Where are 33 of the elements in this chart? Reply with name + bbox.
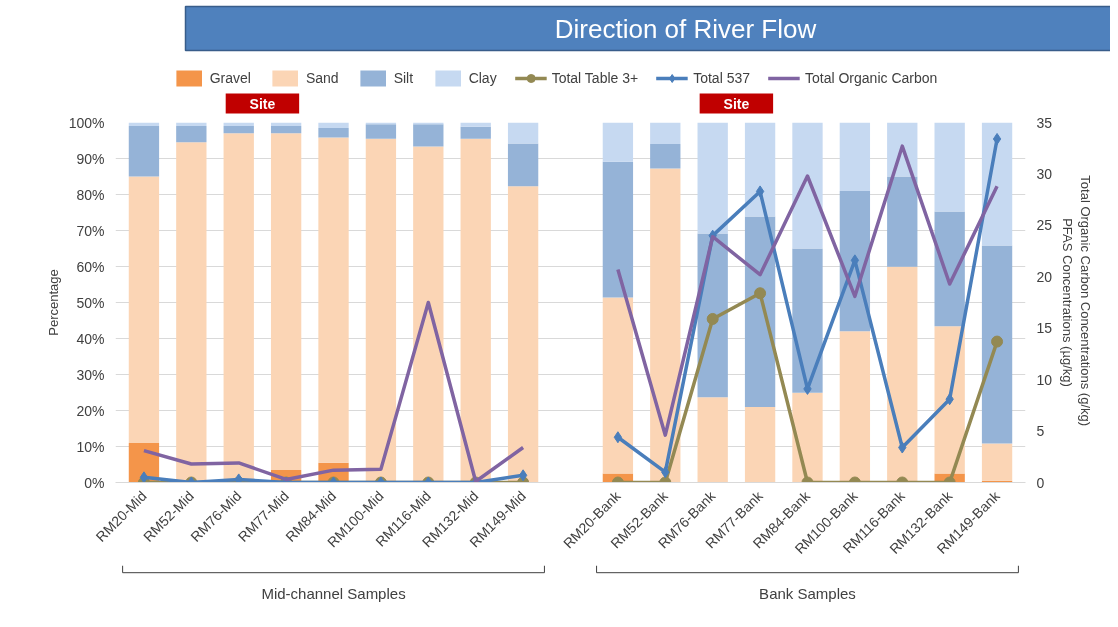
legend-label: Total Table 3+ — [551, 70, 639, 86]
text: Direction of River Flow — [554, 13, 817, 44]
y-tick-label: 10% — [76, 438, 105, 455]
legend-label: Total 537 — [693, 70, 751, 86]
y2-tick-label: 15 — [1036, 320, 1053, 337]
y-tick-label: 30% — [76, 366, 105, 383]
y-tick-label: 100% — [68, 114, 105, 131]
y-axis-title: Percentage — [45, 269, 61, 336]
text: Site — [723, 95, 750, 112]
legend-label: Total Organic Carbon — [805, 70, 938, 86]
text: Mid-channel Samples — [261, 585, 406, 602]
y2-tick-label: 30 — [1036, 165, 1053, 182]
y2-tick-label: 0 — [1036, 474, 1045, 491]
legend-label: Sand — [305, 70, 339, 86]
text: Bank Samples — [759, 585, 856, 602]
y-tick-label: 20% — [76, 402, 105, 419]
y2-tick-label: 5 — [1036, 423, 1045, 440]
y2-tick-label: 35 — [1036, 114, 1053, 131]
legend-label: Clay — [468, 70, 497, 86]
y-tick-label: 90% — [76, 150, 105, 167]
text: Site — [249, 95, 276, 112]
y-tick-label: 40% — [76, 330, 105, 347]
y2-tick-label: 20 — [1036, 268, 1053, 285]
legend-label: Gravel — [209, 70, 251, 86]
y-tick-label: 0% — [84, 474, 105, 491]
y-tick-label: 80% — [76, 186, 105, 203]
y2-tick-label: 25 — [1036, 217, 1053, 234]
y2-tick-label: 10 — [1036, 371, 1053, 388]
y-tick-label: 50% — [76, 294, 105, 311]
y-tick-label: 70% — [76, 222, 105, 239]
y-tick-label: 60% — [76, 258, 105, 275]
legend-label: Silt — [393, 70, 414, 86]
y2-axis-title: Total Organic Carbon Concentrations (g/kg) PFAS Concentrations (µg/kg) — [1060, 175, 1094, 427]
